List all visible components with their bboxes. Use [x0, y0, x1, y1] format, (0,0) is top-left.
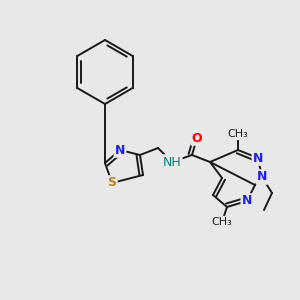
Text: N: N: [115, 143, 125, 157]
Text: NH: NH: [163, 155, 182, 169]
Text: N: N: [242, 194, 252, 208]
Text: S: S: [107, 176, 116, 190]
Text: O: O: [192, 131, 202, 145]
Text: N: N: [257, 170, 267, 184]
Text: CH₃: CH₃: [212, 217, 233, 227]
Text: N: N: [253, 152, 263, 164]
Text: CH₃: CH₃: [228, 129, 248, 139]
